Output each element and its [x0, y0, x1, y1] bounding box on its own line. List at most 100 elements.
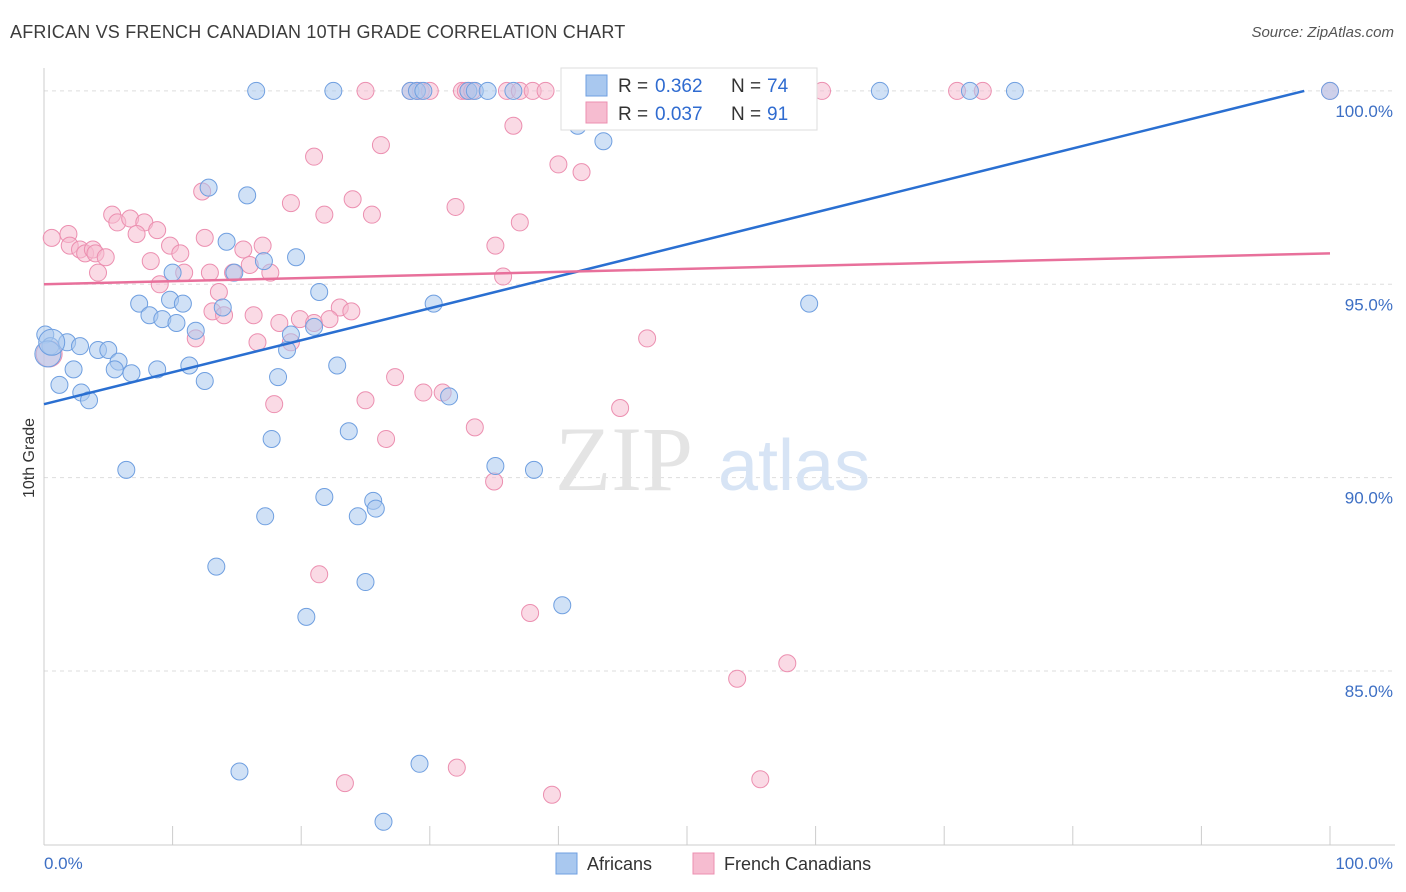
data-point: [148, 221, 167, 240]
data-point: [244, 306, 263, 325]
data-point: [262, 429, 281, 448]
trend-lines: [43, 89, 1331, 406]
source-credit: Source: ZipAtlas.com: [1251, 24, 1394, 41]
data-point: [148, 360, 167, 379]
data-point: [328, 356, 347, 375]
data-point: [186, 321, 205, 340]
data-point: [141, 252, 160, 271]
data-point: [504, 116, 523, 135]
y-tick-label: 100.0%: [1335, 102, 1393, 121]
data-point: [163, 263, 182, 282]
data-point: [553, 596, 572, 615]
data-point: [524, 460, 543, 479]
data-point: [870, 81, 889, 100]
data-point: [611, 399, 630, 418]
data-point: [414, 383, 433, 402]
data-point: [71, 337, 90, 356]
data-point: [800, 294, 819, 313]
x-tick-label: 0.0%: [44, 854, 83, 873]
data-point: [362, 205, 381, 224]
data-point: [356, 573, 375, 592]
axes: [43, 68, 1395, 846]
data-point: [465, 418, 484, 437]
data-point: [494, 267, 513, 286]
data-point: [335, 774, 354, 793]
data-point: [42, 228, 61, 247]
data-point: [594, 132, 613, 151]
data-point: [209, 283, 228, 302]
data-point: [117, 460, 136, 479]
data-point: [217, 232, 236, 251]
data-point: [173, 294, 192, 313]
correlation-legend: R = 0.362 N = 74 R = 0.037 N = 91: [560, 67, 818, 131]
gridlines: [44, 90, 1395, 672]
data-point: [122, 364, 141, 383]
data-point: [414, 81, 433, 100]
data-point: [64, 360, 83, 379]
data-point: [1321, 81, 1339, 100]
africans-trend-line: [43, 89, 1305, 406]
data-point: [356, 81, 375, 100]
data-point: [638, 329, 657, 348]
data-point: [504, 81, 523, 100]
data-point: [213, 298, 232, 317]
data-point: [310, 565, 329, 584]
data-point: [572, 163, 591, 182]
data-point: [377, 429, 396, 448]
legend-africans-label: Africans: [587, 854, 652, 874]
data-point: [342, 302, 361, 321]
data-point: [127, 225, 146, 244]
watermark: ZIP atlas: [555, 408, 870, 510]
africans-swatch: [585, 74, 608, 97]
data-point: [207, 557, 226, 576]
data-point: [446, 197, 465, 216]
data-point: [348, 507, 367, 526]
data-point: [225, 263, 244, 282]
data-point: [247, 81, 266, 100]
data-point: [105, 360, 124, 379]
data-point: [195, 371, 214, 390]
data-point: [130, 294, 149, 313]
data-point: [99, 341, 118, 360]
data-point: [728, 669, 747, 688]
chart-title: AFRICAN VS FRENCH CANADIAN 10TH GRADE CO…: [10, 22, 626, 42]
data-point: [305, 147, 324, 166]
french-r-value: 0.037: [655, 104, 703, 125]
data-point: [270, 313, 289, 332]
french-swatch: [585, 101, 608, 124]
data-point: [374, 812, 393, 831]
watermark-atlas: atlas: [718, 426, 870, 506]
data-point: [199, 178, 218, 197]
data-point: [269, 368, 288, 387]
french-r-label: R =: [618, 104, 648, 125]
legend-french-label: French Canadians: [724, 854, 871, 874]
data-point: [366, 499, 385, 518]
data-point: [485, 472, 504, 491]
data-point: [1005, 81, 1024, 100]
data-point: [265, 395, 284, 414]
data-point: [96, 248, 115, 267]
data-point: [310, 283, 329, 302]
data-point: [778, 654, 797, 673]
data-point: [200, 263, 219, 282]
data-point: [253, 236, 272, 255]
y-axis-label: 10th Grade: [21, 418, 38, 498]
africans-n-value: 74: [767, 76, 789, 97]
data-point: [315, 487, 334, 506]
data-point: [256, 507, 275, 526]
data-point: [960, 81, 979, 100]
french-trend-line: [43, 252, 1331, 286]
y-tick-label: 95.0%: [1345, 295, 1393, 314]
french-n-label: N =: [731, 104, 761, 125]
data-point: [510, 213, 529, 232]
data-point: [324, 81, 343, 100]
data-point: [254, 252, 273, 271]
series-legend: Africans French Canadians: [555, 852, 871, 875]
data-point: [386, 368, 405, 387]
y-tick-labels: 85.0% 90.0% 95.0% 100.0%: [1335, 102, 1393, 701]
data-point: [549, 155, 568, 174]
data-point: [356, 391, 375, 410]
data-point: [89, 263, 108, 282]
data-point: [297, 607, 316, 626]
data-point: [150, 275, 169, 294]
